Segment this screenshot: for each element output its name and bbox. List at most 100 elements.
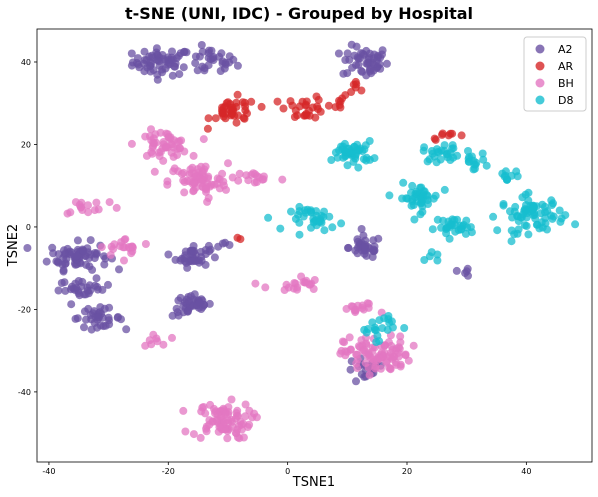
point-bh bbox=[159, 340, 168, 349]
point-ar bbox=[232, 118, 241, 127]
point-d8 bbox=[350, 142, 359, 151]
point-d8 bbox=[499, 200, 508, 208]
point-a2 bbox=[104, 280, 112, 289]
point-bh bbox=[141, 341, 150, 350]
point-a2 bbox=[361, 241, 370, 249]
point-a2 bbox=[376, 53, 385, 62]
point-d8 bbox=[453, 151, 462, 160]
point-ar bbox=[314, 105, 322, 113]
point-d8 bbox=[419, 146, 428, 155]
point-bh bbox=[162, 142, 170, 151]
point-bh bbox=[190, 179, 199, 188]
point-bh bbox=[212, 415, 221, 424]
point-d8 bbox=[464, 157, 473, 166]
point-bh bbox=[381, 341, 390, 350]
point-bh bbox=[97, 243, 106, 252]
point-bh bbox=[206, 400, 215, 409]
legend-marker-ar bbox=[535, 61, 545, 71]
point-a2 bbox=[52, 257, 61, 266]
point-bh bbox=[259, 175, 268, 184]
point-d8 bbox=[442, 229, 451, 238]
point-d8 bbox=[320, 207, 328, 216]
point-a2 bbox=[168, 47, 176, 56]
legend-label-d8: D8 bbox=[558, 94, 573, 107]
y-tick-label: 0 bbox=[26, 223, 31, 232]
point-a2 bbox=[168, 71, 177, 80]
point-bh bbox=[189, 430, 198, 439]
point-a2 bbox=[359, 231, 368, 240]
point-a2 bbox=[23, 244, 32, 252]
point-bh bbox=[239, 433, 248, 442]
point-d8 bbox=[517, 213, 526, 222]
point-a2 bbox=[218, 57, 227, 66]
point-bh bbox=[105, 198, 114, 207]
point-bh bbox=[338, 337, 347, 346]
point-d8 bbox=[457, 225, 465, 233]
point-ar bbox=[352, 80, 361, 89]
point-a2 bbox=[353, 235, 362, 244]
point-bh bbox=[149, 141, 158, 150]
point-bh bbox=[147, 340, 156, 349]
point-a2 bbox=[180, 47, 189, 56]
point-d8 bbox=[461, 229, 470, 238]
point-d8 bbox=[507, 237, 516, 246]
point-d8 bbox=[316, 217, 325, 226]
point-ar bbox=[247, 97, 256, 106]
point-d8 bbox=[510, 230, 519, 239]
point-d8 bbox=[372, 338, 381, 347]
point-d8 bbox=[354, 163, 363, 172]
point-bh bbox=[211, 409, 219, 418]
point-a2 bbox=[127, 49, 136, 58]
point-d8 bbox=[276, 224, 285, 233]
point-a2 bbox=[181, 257, 189, 266]
point-d8 bbox=[451, 221, 460, 229]
point-d8 bbox=[407, 188, 415, 197]
point-d8 bbox=[522, 201, 530, 210]
point-d8 bbox=[325, 212, 334, 221]
point-a2 bbox=[174, 296, 183, 305]
point-a2 bbox=[214, 242, 223, 251]
point-d8 bbox=[447, 144, 456, 153]
point-bh bbox=[196, 433, 205, 442]
point-a2 bbox=[183, 263, 192, 272]
point-a2 bbox=[352, 61, 360, 70]
point-a2 bbox=[73, 236, 82, 245]
point-bh bbox=[121, 235, 130, 244]
point-d8 bbox=[287, 207, 295, 216]
legend-label-a2: A2 bbox=[558, 43, 573, 56]
point-bh bbox=[199, 135, 208, 144]
point-a2 bbox=[100, 304, 109, 313]
point-a2 bbox=[147, 51, 156, 60]
point-bh bbox=[336, 349, 345, 358]
point-bh bbox=[261, 283, 270, 292]
point-bh bbox=[362, 341, 371, 350]
point-bh bbox=[358, 304, 367, 312]
point-d8 bbox=[432, 158, 441, 167]
y-tick-label: 40 bbox=[21, 58, 31, 67]
point-a2 bbox=[168, 55, 177, 64]
x-axis-ticks: -40 -20 0 20 40 bbox=[42, 462, 531, 476]
point-a2 bbox=[183, 307, 192, 316]
point-bh bbox=[150, 167, 159, 176]
point-d8 bbox=[331, 148, 340, 157]
point-d8 bbox=[433, 256, 442, 265]
point-bh bbox=[110, 240, 119, 249]
point-a2 bbox=[370, 54, 378, 63]
point-bh bbox=[142, 151, 151, 160]
legend-box bbox=[523, 36, 587, 112]
point-a2 bbox=[217, 49, 226, 58]
point-a2 bbox=[358, 49, 367, 58]
point-a2 bbox=[188, 246, 197, 255]
point-d8 bbox=[440, 141, 449, 150]
point-ar bbox=[438, 130, 446, 139]
point-bh bbox=[219, 177, 228, 186]
y-tick-label: 20 bbox=[21, 140, 31, 149]
legend-marker-bh bbox=[535, 78, 545, 88]
point-d8 bbox=[538, 223, 547, 232]
point-a2 bbox=[170, 62, 179, 71]
point-a2 bbox=[188, 257, 197, 266]
point-d8 bbox=[524, 230, 533, 239]
point-ar bbox=[286, 97, 295, 106]
point-bh bbox=[180, 147, 189, 156]
point-d8 bbox=[418, 207, 427, 216]
